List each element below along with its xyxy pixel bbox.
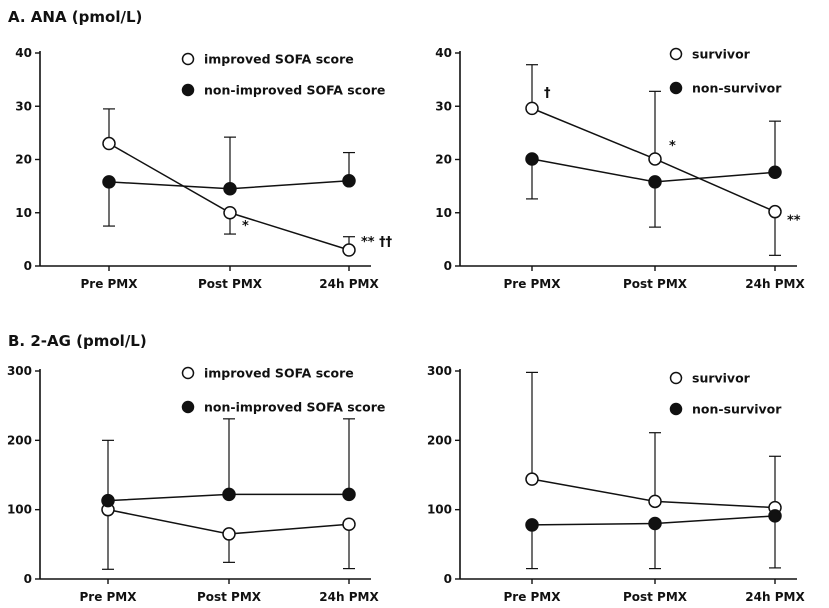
chart-panel-3: 0 100 200 300 Pre PMX Post PMX 24h PMX improved… [7, 364, 385, 604]
x-tick-label: Post PMX [623, 590, 688, 604]
legend-label: non-survivor [692, 402, 782, 417]
x-tick-label: 24h PMX [745, 590, 805, 604]
x-tick-label: Pre PMX [79, 590, 137, 604]
y-tick-label: 0 [24, 259, 32, 273]
data-point-open [648, 152, 662, 166]
legend-marker-open [669, 371, 683, 385]
x-tick-label: Pre PMX [503, 590, 561, 604]
data-point-filled [342, 174, 356, 188]
significance-annotation: ** †† [361, 235, 393, 250]
data-point-open [342, 243, 356, 257]
legend-marker-filled [669, 402, 683, 416]
data-point-open [342, 517, 356, 531]
y-tick-label: 0 [444, 572, 452, 586]
legend-label: survivor [692, 371, 751, 386]
chart-panel-1: 0 10 20 30 40 Pre PMX Post PMX 24h PMX improved … [15, 46, 392, 291]
data-point-open [102, 136, 116, 151]
data-point-open [525, 101, 539, 116]
y-tick-label: 10 [435, 206, 452, 220]
x-tick-label: 24h PMX [745, 277, 805, 291]
data-point-open [222, 527, 236, 541]
chart-panels: 0 10 20 30 40 Pre PMX Post PMX 24h PMX improved … [7, 46, 806, 604]
data-point-filled [525, 518, 539, 532]
y-tick-label: 0 [24, 572, 32, 586]
legend-label: improved SOFA score [204, 52, 354, 67]
significance-annotation: * [669, 139, 676, 154]
y-tick-label: 200 [7, 433, 32, 447]
legend-label: improved SOFA score [204, 366, 354, 381]
data-point-filled [342, 487, 356, 502]
legend-label: survivor [692, 47, 751, 62]
legend-marker-open [181, 52, 195, 66]
x-tick-label: 24h PMX [319, 277, 379, 291]
legend-marker-filled [181, 83, 195, 97]
section-title-2ag: B. 2-AG (pmol/L) [8, 332, 147, 350]
x-tick-label: Post PMX [198, 277, 263, 291]
legend-marker-filled [181, 400, 195, 414]
data-point-filled [223, 182, 237, 196]
legend-marker-filled [669, 81, 683, 95]
x-tick-label: Post PMX [623, 277, 688, 291]
legend-label: non-improved SOFA score [204, 400, 385, 415]
significance-annotation: † [544, 86, 551, 101]
data-point-filled [768, 165, 782, 180]
y-tick-label: 40 [15, 46, 32, 60]
y-tick-label: 30 [435, 99, 452, 113]
data-point-filled [648, 516, 662, 531]
y-tick-label: 30 [15, 99, 32, 113]
data-point-filled [101, 493, 115, 508]
y-tick-label: 40 [435, 46, 452, 60]
data-point-filled [222, 487, 236, 502]
y-tick-label: 0 [444, 259, 452, 273]
x-tick-label: Pre PMX [503, 277, 561, 291]
x-tick-label: Post PMX [197, 590, 262, 604]
data-point-filled [525, 152, 539, 166]
y-tick-label: 20 [15, 153, 32, 167]
data-point-open [223, 206, 237, 220]
data-point-filled [768, 509, 782, 523]
x-tick-label: Pre PMX [80, 277, 138, 291]
significance-annotation: ** [787, 214, 801, 229]
y-tick-label: 200 [427, 433, 452, 447]
data-point-filled [102, 175, 116, 189]
data-point-filled [648, 175, 662, 189]
y-tick-label: 300 [7, 364, 32, 378]
chart-panel-4: 0 100 200 300 Pre PMX Post PMX 24h PMX survivor… [427, 364, 806, 604]
y-tick-label: 100 [7, 503, 32, 517]
legend-label: non-survivor [692, 81, 782, 96]
data-point-open [648, 494, 662, 509]
y-tick-label: 300 [427, 364, 452, 378]
x-tick-label: 24h PMX [319, 590, 379, 604]
data-point-open [525, 472, 539, 486]
significance-annotation: * [242, 219, 249, 234]
y-tick-label: 10 [15, 206, 32, 220]
y-tick-label: 20 [435, 153, 452, 167]
legend-marker-open [669, 47, 683, 61]
legend-label: non-improved SOFA score [204, 83, 385, 98]
section-title-ana: A. ANA (pmol/L) [8, 8, 142, 26]
chart-panel-2: 0 10 20 30 40 Pre PMX Post PMX 24h PMX survivor n… [435, 46, 805, 291]
y-tick-label: 100 [427, 503, 452, 517]
data-point-open [768, 204, 782, 219]
legend-marker-open [181, 366, 195, 380]
